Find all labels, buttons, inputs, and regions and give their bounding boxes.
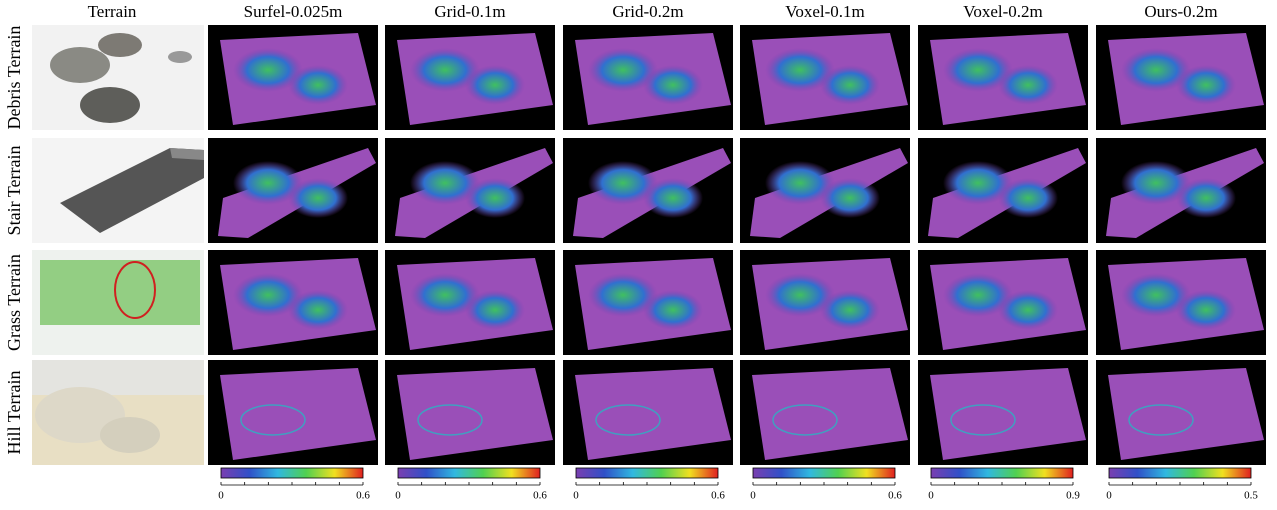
- height-blob: [820, 178, 880, 218]
- colorbar: [931, 468, 1073, 478]
- height-blob: [465, 178, 525, 218]
- column-title: Grid-0.2m: [612, 2, 683, 21]
- colorbar-max: 0.6: [711, 490, 725, 502]
- column-title: Surfel-0.025m: [244, 2, 343, 21]
- colorbar: [576, 468, 718, 478]
- height-blob: [288, 290, 348, 330]
- height-blob: [1176, 178, 1236, 218]
- column-title: Voxel-0.2m: [963, 2, 1043, 21]
- colorbar-max: 0.5: [1244, 490, 1258, 502]
- colorbar-min: 0: [1106, 490, 1112, 502]
- row-label: Hill Terrain: [4, 371, 24, 455]
- row-label: Debris Terrain: [4, 26, 24, 130]
- height-blob: [465, 290, 525, 330]
- row-label: Grass Terrain: [4, 254, 24, 351]
- height-blob: [465, 65, 525, 105]
- height-blob: [998, 178, 1058, 218]
- figure: Terrain Debris Terrain Stair Terrain Grass…: [0, 0, 1277, 510]
- colorbar-min: 0: [750, 490, 756, 502]
- colorbar-max: 0.6: [356, 490, 370, 502]
- colorbar: [398, 468, 540, 478]
- column-title: Ours-0.2m: [1144, 2, 1217, 21]
- height-blob: [288, 178, 348, 218]
- height-blob: [643, 178, 703, 218]
- colorbar: [221, 468, 363, 478]
- colorbar-max: 0.9: [1066, 490, 1080, 502]
- colorbar-min: 0: [928, 490, 934, 502]
- height-blob: [1176, 65, 1236, 105]
- rock-pile: [80, 87, 140, 123]
- colorbar-min: 0: [395, 490, 401, 502]
- colorbar-max: 0.6: [888, 490, 902, 502]
- height-blob: [820, 290, 880, 330]
- row-label: Stair Terrain: [4, 146, 24, 236]
- terrain-header: Terrain: [88, 2, 137, 21]
- hill: [100, 417, 160, 453]
- colorbar-min: 0: [573, 490, 579, 502]
- rock-pile: [50, 47, 110, 83]
- height-blob: [998, 65, 1058, 105]
- rock-pile: [98, 33, 142, 57]
- column-title: Grid-0.1m: [434, 2, 505, 21]
- height-blob: [998, 290, 1058, 330]
- colorbar: [1109, 468, 1251, 478]
- height-blob: [643, 290, 703, 330]
- colorbar: [753, 468, 895, 478]
- height-blob: [288, 65, 348, 105]
- column-title: Voxel-0.1m: [785, 2, 865, 21]
- height-blob: [820, 65, 880, 105]
- rock-pile: [168, 51, 192, 63]
- colorbar-min: 0: [218, 490, 224, 502]
- colorbar-max: 0.6: [533, 490, 547, 502]
- height-blob: [643, 65, 703, 105]
- height-blob: [1176, 290, 1236, 330]
